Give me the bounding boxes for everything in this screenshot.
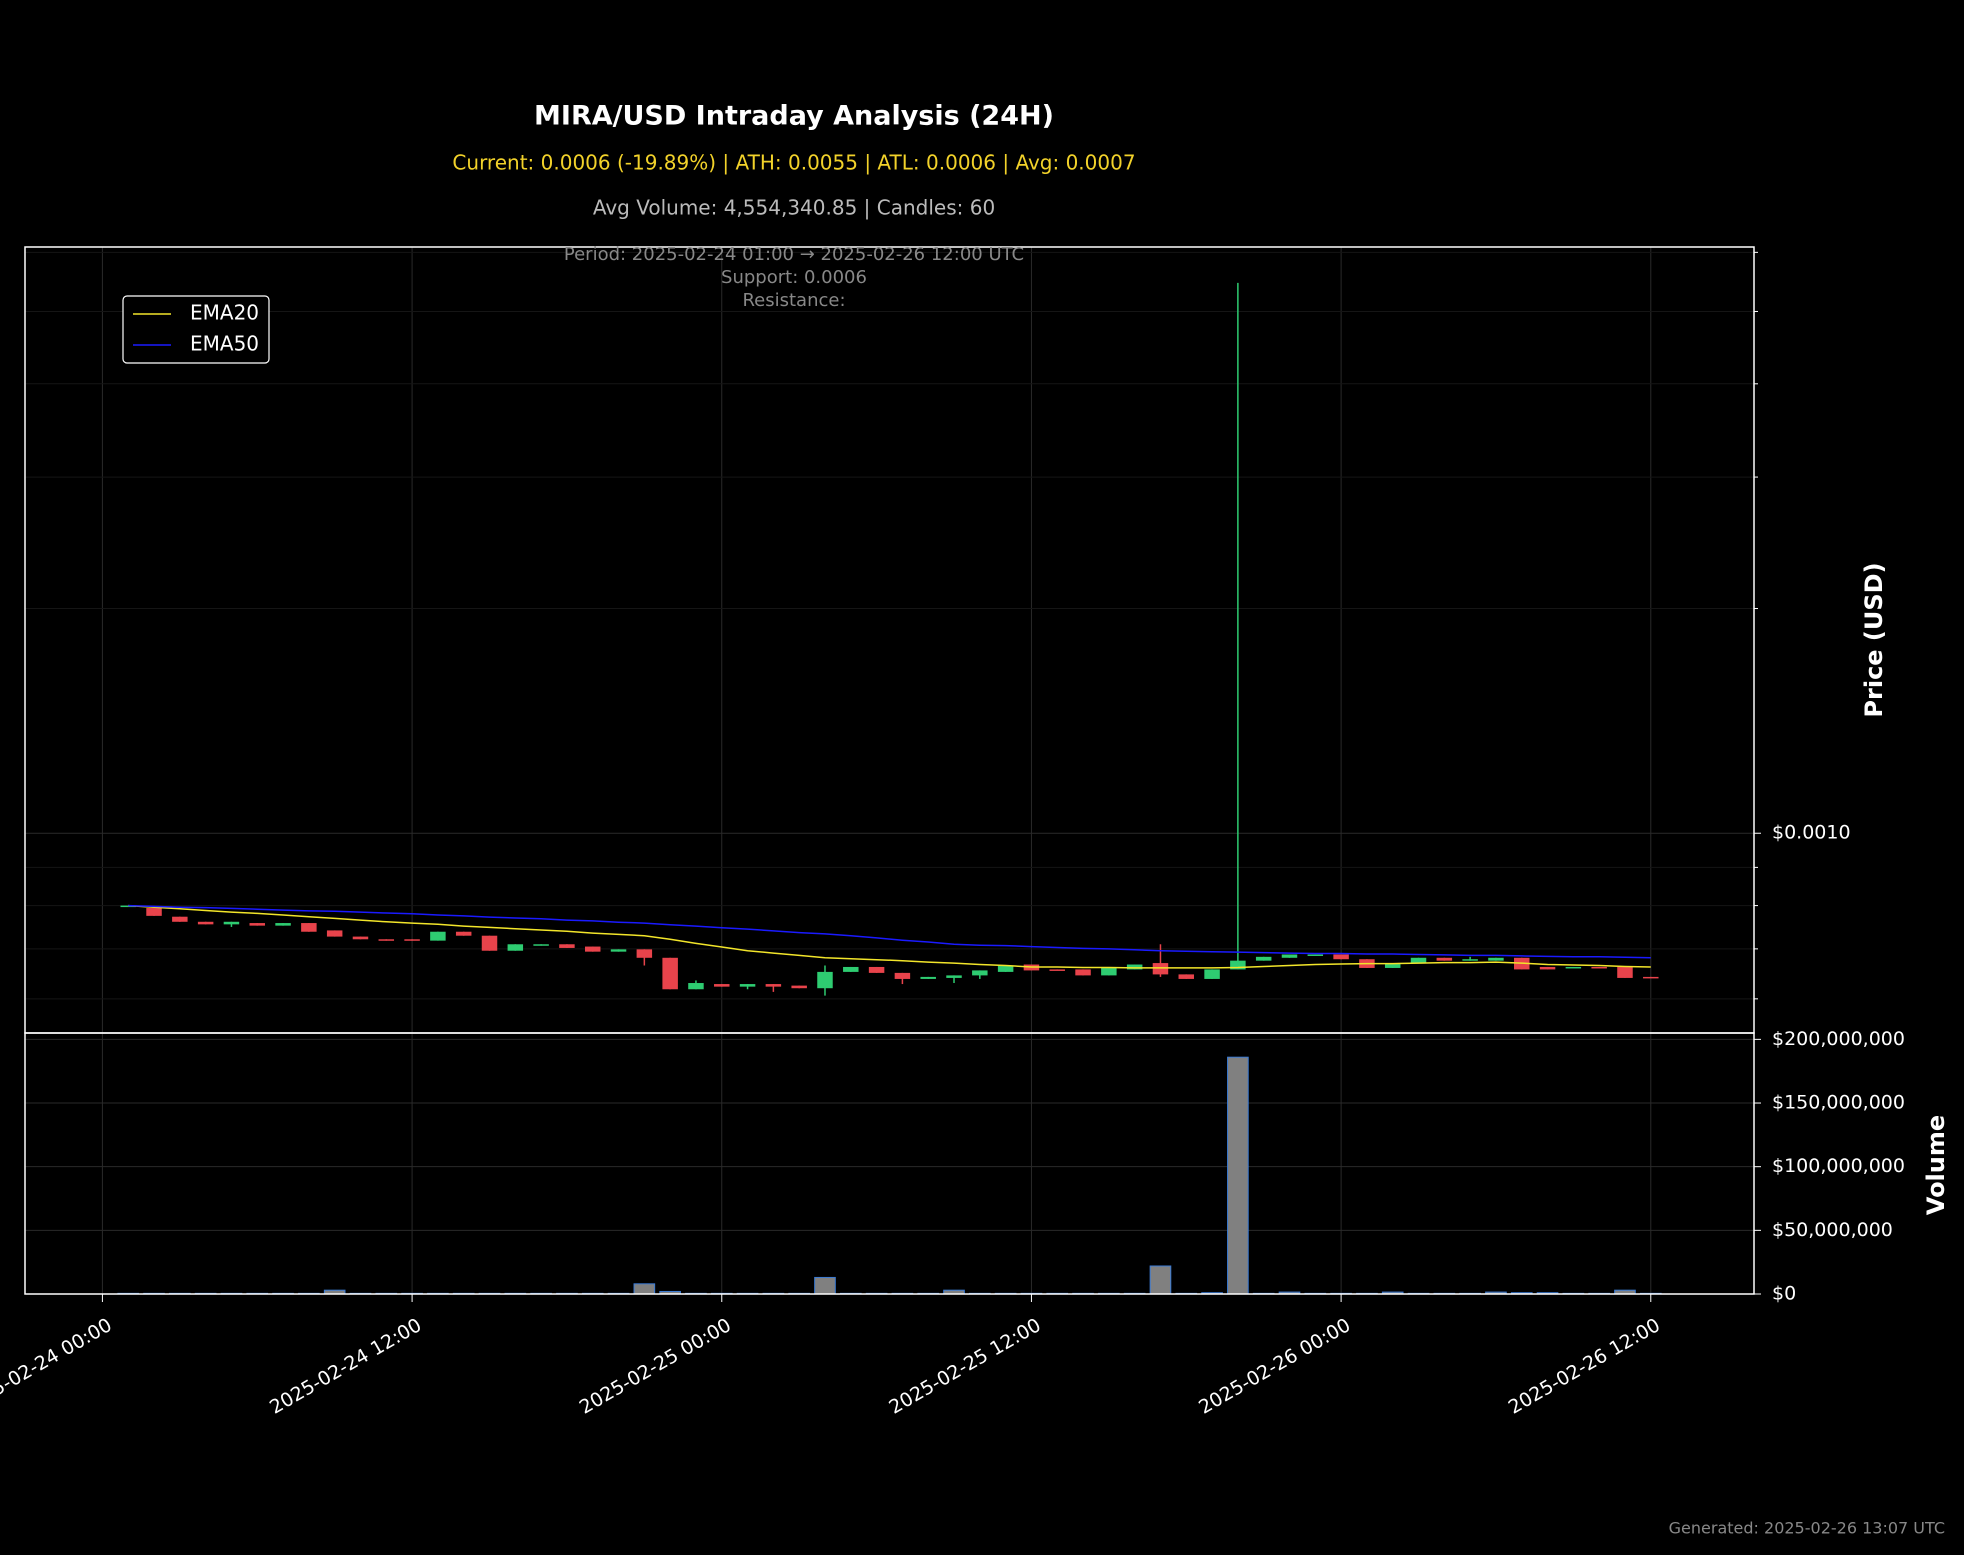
candle-body (1101, 967, 1117, 976)
candle-body (1565, 966, 1582, 969)
candle-body (1126, 964, 1143, 970)
candle-body (1075, 969, 1091, 976)
volume-bar (814, 1276, 836, 1295)
chart-subtitle: Current: 0.0006 (-19.89%) | ATH: 0.0055 … (452, 151, 1135, 175)
candle-body (662, 957, 678, 990)
volume-tick-label: $200,000,000 (1772, 1028, 1905, 1050)
candle-body (997, 965, 1014, 972)
candle-body (1307, 954, 1324, 956)
candle-body (894, 972, 911, 979)
candle-body (817, 971, 833, 989)
candle-body (172, 916, 188, 922)
x-tick-label: 2025-02-24 00:00 (0, 1314, 116, 1419)
y-axis-label: Price (USD) (1860, 562, 1888, 717)
candle-body (223, 921, 240, 925)
volume-axis-label: Volume (1922, 1115, 1950, 1215)
candle-body (430, 931, 446, 941)
candle-body (739, 984, 756, 987)
x-tick-label: 2025-02-25 00:00 (576, 1314, 735, 1419)
chart-title: MIRA/USD Intraday Analysis (24H) (534, 101, 1054, 132)
candle-body (1539, 966, 1556, 970)
candle-body (1049, 969, 1065, 971)
candle-body (636, 949, 653, 958)
candle-body (1410, 957, 1427, 964)
volume-bar (1149, 1265, 1172, 1295)
legend-label: EMA50 (190, 332, 259, 356)
legend-label: EMA20 (190, 301, 259, 325)
x-tick-label: 2025-02-26 12:00 (1505, 1314, 1664, 1419)
candle-body (197, 921, 214, 925)
chart-info: Avg Volume: 4,554,340.85 | Candles: 60 (593, 196, 995, 220)
x-tick-label: 2025-02-25 12:00 (885, 1314, 1044, 1419)
annotation: Period: 2025-02-24 01:00 → 2025-02-26 12… (564, 244, 1024, 265)
legend-box (122, 295, 270, 364)
candle-body (1436, 957, 1453, 961)
candle-body (1384, 963, 1401, 968)
candle-body (533, 944, 549, 946)
candle-body (326, 930, 343, 937)
candle-body (1591, 966, 1607, 969)
candle-body (946, 975, 962, 978)
volume-tick-label: $0 (1772, 1283, 1796, 1305)
candle-body (920, 976, 936, 979)
candle-body (249, 923, 265, 926)
volume-tick-label: $100,000,000 (1772, 1155, 1905, 1177)
candle-body (1255, 956, 1272, 961)
candle-body (275, 923, 291, 926)
candle-body (1230, 960, 1246, 970)
candle-body (688, 983, 704, 990)
candle-body (1617, 966, 1633, 978)
volume-tick-label: $50,000,000 (1772, 1219, 1893, 1241)
x-tick-label: 2025-02-26 00:00 (1195, 1314, 1354, 1419)
candle-body (791, 985, 807, 989)
candle-body (1643, 976, 1659, 979)
annotation: Support: 0.0006 (721, 267, 867, 288)
volume-axes-frame (24, 1032, 1755, 1295)
candle-body (610, 949, 627, 952)
candle-body (584, 946, 601, 952)
candle-body (972, 970, 988, 976)
volume-bar (1227, 1056, 1249, 1295)
candle-body (1178, 974, 1195, 979)
x-tick-label: 2025-02-24 12:00 (266, 1314, 425, 1419)
candle-body (1152, 963, 1169, 975)
candle-body (481, 935, 498, 951)
candle-body (1204, 969, 1220, 979)
candle-body (714, 984, 730, 987)
candle-body (352, 936, 369, 940)
candle-body (559, 944, 575, 948)
candle-body (1281, 954, 1298, 958)
ema-line (128, 904, 1651, 959)
y-tick-label: $0.0010 (1772, 822, 1851, 844)
candle-body (507, 944, 524, 951)
candle-body (378, 939, 395, 941)
volume-tick-label: $150,000,000 (1772, 1092, 1905, 1114)
volume-bar (633, 1283, 656, 1295)
candle-body (1462, 959, 1478, 961)
candle-body (404, 939, 420, 941)
ema-line (128, 904, 1651, 969)
candle-body (1333, 954, 1349, 960)
annotation: Resistance: (742, 290, 845, 311)
candle-body (146, 908, 162, 916)
candle-body (765, 984, 782, 987)
candle-body (301, 923, 317, 932)
candle-body (843, 966, 859, 972)
candle-body (455, 931, 472, 936)
footer: Generated: 2025-02-26 13:07 UTC (1669, 1519, 1945, 1538)
candle-body (1488, 957, 1504, 961)
candle-body (868, 966, 885, 973)
